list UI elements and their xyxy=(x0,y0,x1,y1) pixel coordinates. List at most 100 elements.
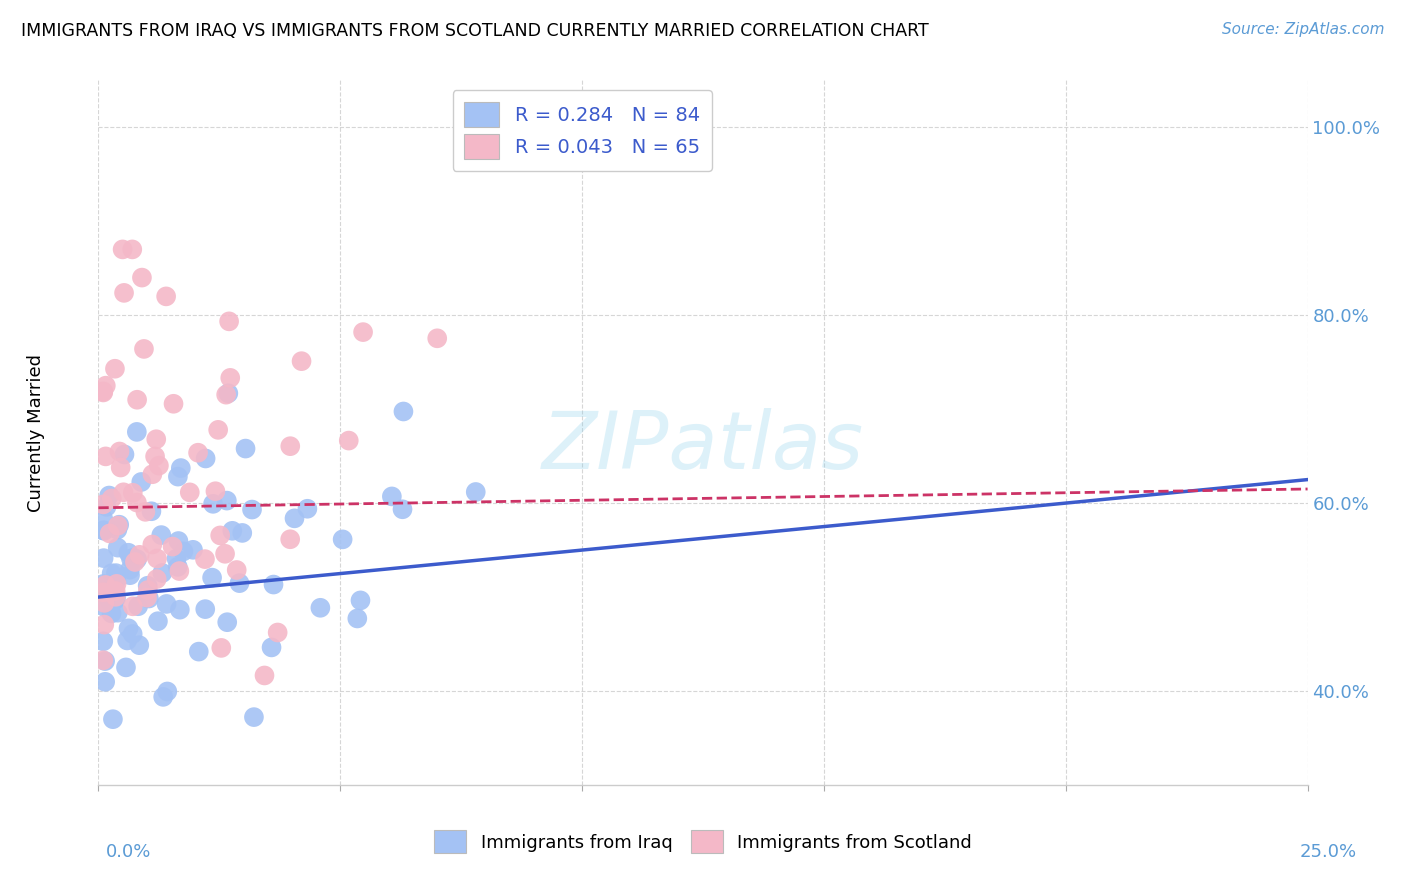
Point xyxy=(134,505,156,519)
Point xyxy=(131,270,153,285)
Point xyxy=(98,595,121,609)
Point xyxy=(94,378,117,392)
Point xyxy=(253,668,276,682)
Text: ZIPatlas: ZIPatlas xyxy=(541,408,865,486)
Point xyxy=(105,577,128,591)
Point xyxy=(96,589,118,603)
Point xyxy=(263,577,285,591)
Point xyxy=(110,460,132,475)
Point xyxy=(332,533,354,547)
Point xyxy=(146,614,169,628)
Point xyxy=(112,485,135,500)
Point xyxy=(381,490,404,504)
Point xyxy=(146,551,169,566)
Point xyxy=(101,712,124,726)
Point xyxy=(166,551,188,566)
Text: 25.0%: 25.0% xyxy=(1299,843,1357,861)
Point xyxy=(121,627,143,641)
Point xyxy=(107,523,129,537)
Point xyxy=(207,423,229,437)
Point xyxy=(104,590,127,604)
Point xyxy=(94,450,117,464)
Point xyxy=(209,640,232,655)
Point xyxy=(107,541,129,555)
Point xyxy=(122,550,145,565)
Point xyxy=(105,574,128,588)
Point xyxy=(141,537,163,551)
Point xyxy=(167,469,190,483)
Point xyxy=(94,654,117,668)
Point xyxy=(107,606,129,620)
Point xyxy=(352,325,374,339)
Point xyxy=(111,243,134,257)
Point xyxy=(129,475,152,489)
Point xyxy=(114,447,136,461)
Point xyxy=(235,442,257,456)
Point xyxy=(179,485,201,500)
Point xyxy=(169,564,191,578)
Point xyxy=(225,563,247,577)
Point xyxy=(152,690,174,704)
Point xyxy=(93,617,115,632)
Point xyxy=(115,633,138,648)
Point xyxy=(103,577,125,591)
Text: IMMIGRANTS FROM IRAQ VS IMMIGRANTS FROM SCOTLAND CURRENTLY MARRIED CORRELATION C: IMMIGRANTS FROM IRAQ VS IMMIGRANTS FROM … xyxy=(21,22,929,40)
Point xyxy=(166,560,188,574)
Point xyxy=(283,511,305,525)
Point xyxy=(187,645,209,659)
Point xyxy=(143,450,166,464)
Point xyxy=(98,489,121,503)
Point xyxy=(91,577,114,591)
Point xyxy=(145,432,167,446)
Point xyxy=(349,593,371,607)
Point xyxy=(93,524,115,538)
Point xyxy=(120,551,142,566)
Point xyxy=(162,540,184,554)
Point xyxy=(172,544,194,558)
Point xyxy=(219,371,242,385)
Point xyxy=(118,563,141,577)
Text: 0.0%: 0.0% xyxy=(105,843,150,861)
Point xyxy=(124,555,146,569)
Point xyxy=(240,502,263,516)
Point xyxy=(112,285,135,300)
Point xyxy=(118,568,141,582)
Point xyxy=(115,660,138,674)
Point xyxy=(231,525,253,540)
Point xyxy=(217,386,239,401)
Point xyxy=(464,485,486,500)
Point xyxy=(141,504,163,518)
Point xyxy=(150,566,173,580)
Point xyxy=(91,653,114,667)
Point xyxy=(117,621,139,635)
Point xyxy=(426,331,449,345)
Point xyxy=(107,518,129,533)
Point xyxy=(278,439,301,453)
Point xyxy=(136,579,159,593)
Point xyxy=(91,585,114,599)
Point xyxy=(204,484,226,499)
Point xyxy=(187,446,209,460)
Point xyxy=(215,493,238,508)
Point xyxy=(91,634,114,648)
Point xyxy=(290,354,312,368)
Legend: Immigrants from Iraq, Immigrants from Scotland: Immigrants from Iraq, Immigrants from Sc… xyxy=(426,822,980,861)
Point xyxy=(214,547,236,561)
Point xyxy=(155,597,177,611)
Point xyxy=(194,552,217,566)
Point xyxy=(148,458,170,473)
Point xyxy=(170,461,193,475)
Point xyxy=(121,599,143,614)
Point xyxy=(100,607,122,621)
Point xyxy=(93,599,115,614)
Point xyxy=(201,571,224,585)
Point xyxy=(202,497,225,511)
Point xyxy=(121,243,143,257)
Point xyxy=(104,566,127,581)
Text: Source: ZipAtlas.com: Source: ZipAtlas.com xyxy=(1222,22,1385,37)
Point xyxy=(218,314,240,328)
Point xyxy=(91,385,114,400)
Point xyxy=(169,602,191,616)
Point xyxy=(278,533,301,547)
Y-axis label: Currently Married: Currently Married xyxy=(27,353,45,512)
